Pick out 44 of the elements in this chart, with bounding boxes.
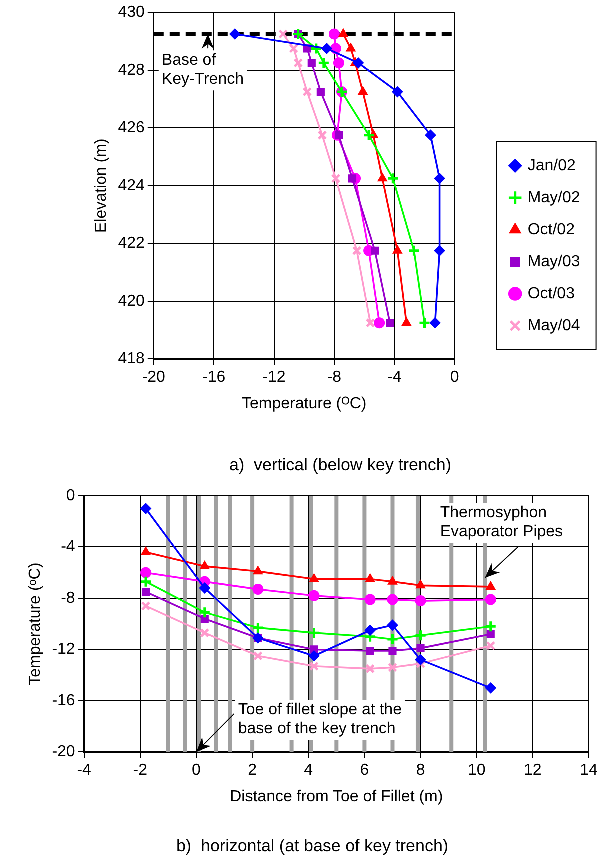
y-tick-label: 430	[118, 4, 145, 22]
text: b) horizontal (at base of key trench)	[176, 836, 449, 856]
x-tick-label: 0	[192, 762, 202, 780]
y-tick-label: -12	[52, 641, 76, 658]
x-tick-label: 4	[304, 762, 314, 780]
x-axis-title: Distance from Toe of Fillet (m)	[230, 788, 444, 806]
x-tick-label: -8	[327, 369, 342, 386]
y-tick-label: -8	[61, 590, 76, 607]
legend-label: Oct/02	[528, 221, 576, 238]
x-tick-label: -12	[262, 369, 286, 386]
x-tick-label: 0	[450, 369, 460, 386]
annotation: Toe of fillet slope at the base of the key trench	[238, 701, 402, 738]
y-axis-title: Temperature (ᵒC)	[27, 562, 44, 686]
x-tick-label: 14	[580, 762, 598, 780]
y-tick-label: 422	[118, 235, 145, 252]
x-tick-label: 2	[248, 762, 258, 780]
x-tick-label: -4	[77, 762, 92, 780]
text: a) vertical (below key trench)	[229, 455, 452, 474]
y-tick-label: 420	[118, 292, 145, 310]
legend-label: May/03	[528, 253, 580, 270]
y-tick-label: -16	[52, 692, 76, 710]
x-tick-label: -20	[142, 369, 166, 386]
legend-label: Oct/03	[528, 285, 576, 302]
y-axis-title: Elevation (m)	[93, 138, 110, 234]
x-tick-label: -4	[388, 369, 402, 386]
y-tick-label: 424	[118, 177, 145, 194]
y-tick-label: -4	[61, 538, 76, 556]
annotation: Thermosyphon Evaporator Pipes	[440, 504, 564, 540]
x-axis-title: Temperature (ᴼC)	[242, 395, 367, 412]
y-tick-label: -20	[52, 744, 76, 761]
y-tick-label: 0	[66, 487, 76, 504]
legend-label: May/04	[528, 317, 580, 334]
y-tick-label: 418	[118, 350, 145, 368]
annotation: Base of Key-Trench	[162, 52, 244, 88]
legend-label: May/02	[528, 189, 580, 206]
x-tick-label: 10	[468, 762, 486, 780]
y-tick-label: 426	[118, 120, 145, 137]
legend-label: Jan/02	[528, 157, 576, 174]
x-tick-label: 6	[360, 762, 370, 780]
x-tick-label: -2	[133, 762, 148, 780]
x-tick-label: 12	[524, 762, 542, 780]
x-tick-label: -16	[202, 369, 226, 386]
x-tick-label: 8	[416, 762, 426, 780]
y-tick-label: 428	[118, 62, 145, 79]
